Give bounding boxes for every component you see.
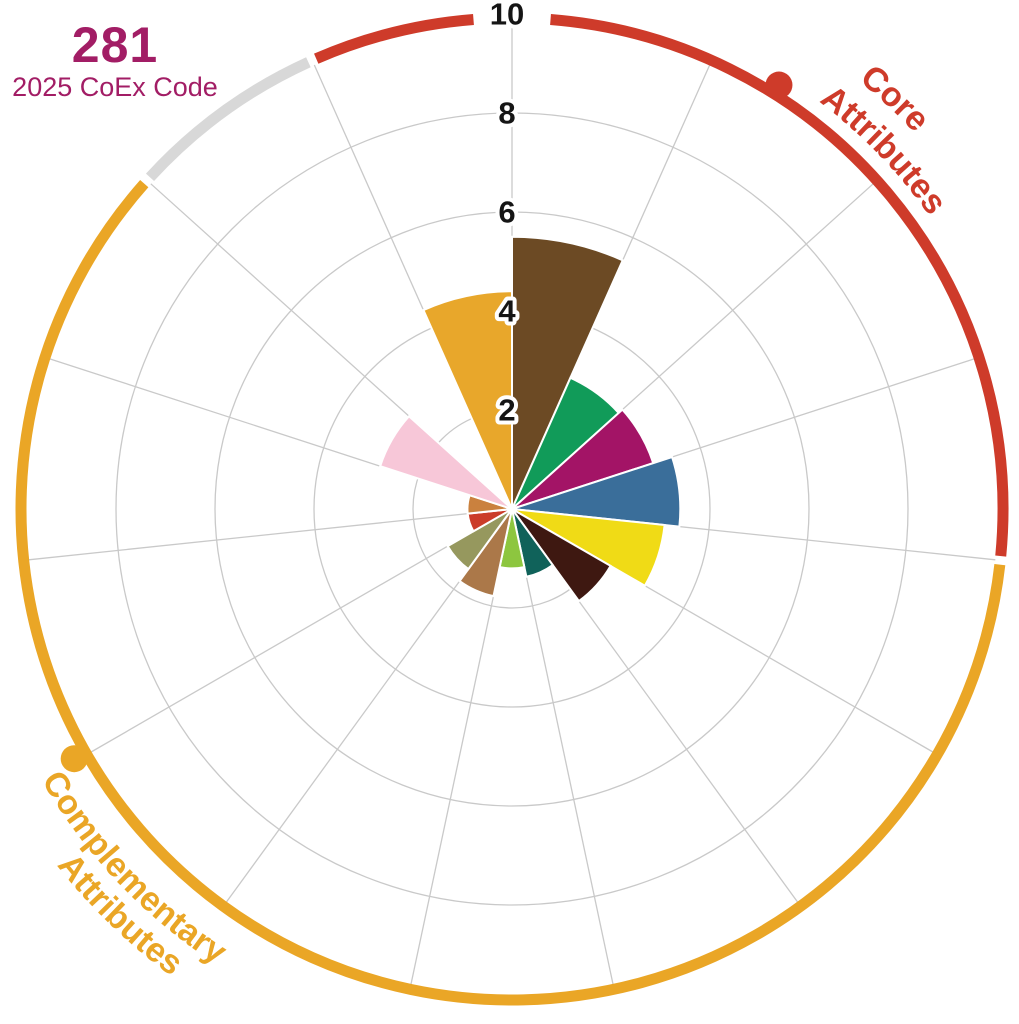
wedge-vegetal bbox=[511, 508, 555, 578]
wedge-browned-fruit bbox=[511, 508, 612, 603]
group-dot-complementary-attributes bbox=[60, 745, 88, 773]
grid-spoke bbox=[28, 508, 513, 561]
axis-tick-labels: 2 4 6 8 10 bbox=[486, 0, 528, 432]
wedge-woody bbox=[458, 508, 513, 598]
group-arc-off-flavours bbox=[145, 57, 311, 182]
wedge-fresh-fruit bbox=[511, 508, 666, 588]
axis-tick-10: 10 bbox=[490, 0, 524, 32]
wedge-astringency bbox=[511, 455, 682, 528]
axis-tick-4: 4 bbox=[498, 294, 516, 329]
axis-tick-8: 8 bbox=[498, 96, 515, 131]
title-block: 281 2025 CoEx Code bbox=[8, 20, 222, 103]
wedge-sweetness bbox=[378, 414, 513, 510]
axis-tick-2: 2 bbox=[498, 393, 515, 428]
group-arc-complementary-attributes bbox=[15, 180, 1006, 1006]
wedge-spice bbox=[446, 508, 513, 571]
wedge-roast bbox=[422, 290, 513, 510]
group-arc-core-attributes bbox=[550, 14, 1009, 557]
coex-code-number: 281 bbox=[71, 17, 159, 73]
wedge-cacao bbox=[511, 235, 625, 510]
group-arcs bbox=[15, 14, 1009, 1006]
group-dot-core-attributes bbox=[765, 71, 793, 99]
grid-spoke bbox=[511, 508, 614, 985]
grid-spoke bbox=[90, 508, 513, 753]
coex-code-caption: 2025 CoEx Code bbox=[12, 72, 218, 102]
group-arc-core-attributes bbox=[314, 14, 474, 64]
axis-tick-6: 6 bbox=[498, 195, 515, 230]
wedges bbox=[378, 235, 682, 603]
